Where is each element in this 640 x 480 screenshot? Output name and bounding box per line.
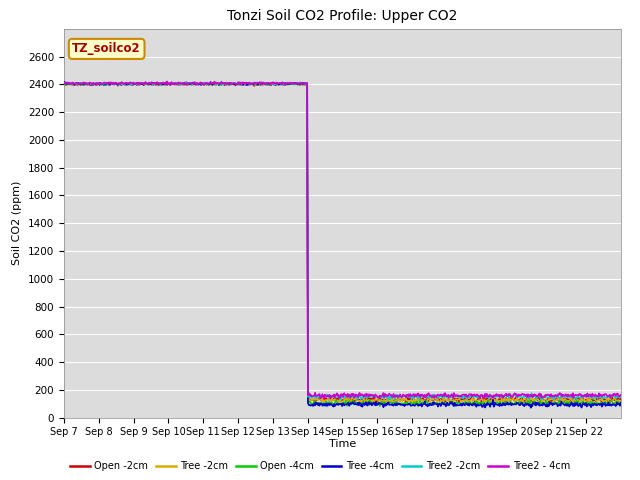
X-axis label: Time: Time [329,439,356,449]
Legend: Open -2cm, Tree -2cm, Open -4cm, Tree -4cm, Tree2 -2cm, Tree2 - 4cm: Open -2cm, Tree -2cm, Open -4cm, Tree -4… [67,457,573,475]
Title: Tonzi Soil CO2 Profile: Upper CO2: Tonzi Soil CO2 Profile: Upper CO2 [227,10,458,24]
Text: TZ_soilco2: TZ_soilco2 [72,42,141,55]
Y-axis label: Soil CO2 (ppm): Soil CO2 (ppm) [12,181,22,265]
